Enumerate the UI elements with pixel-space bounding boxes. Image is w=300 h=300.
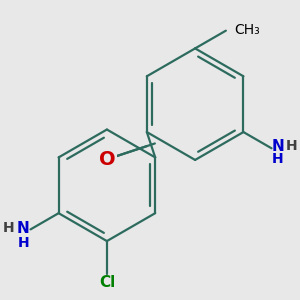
Text: H: H: [18, 236, 29, 250]
Text: H: H: [272, 152, 284, 167]
Text: N: N: [271, 139, 284, 154]
Text: H: H: [2, 221, 14, 236]
Text: N: N: [17, 221, 30, 236]
Text: H: H: [286, 139, 298, 153]
Text: Cl: Cl: [99, 275, 115, 290]
Text: CH₃: CH₃: [234, 22, 260, 37]
Text: O: O: [99, 150, 116, 169]
